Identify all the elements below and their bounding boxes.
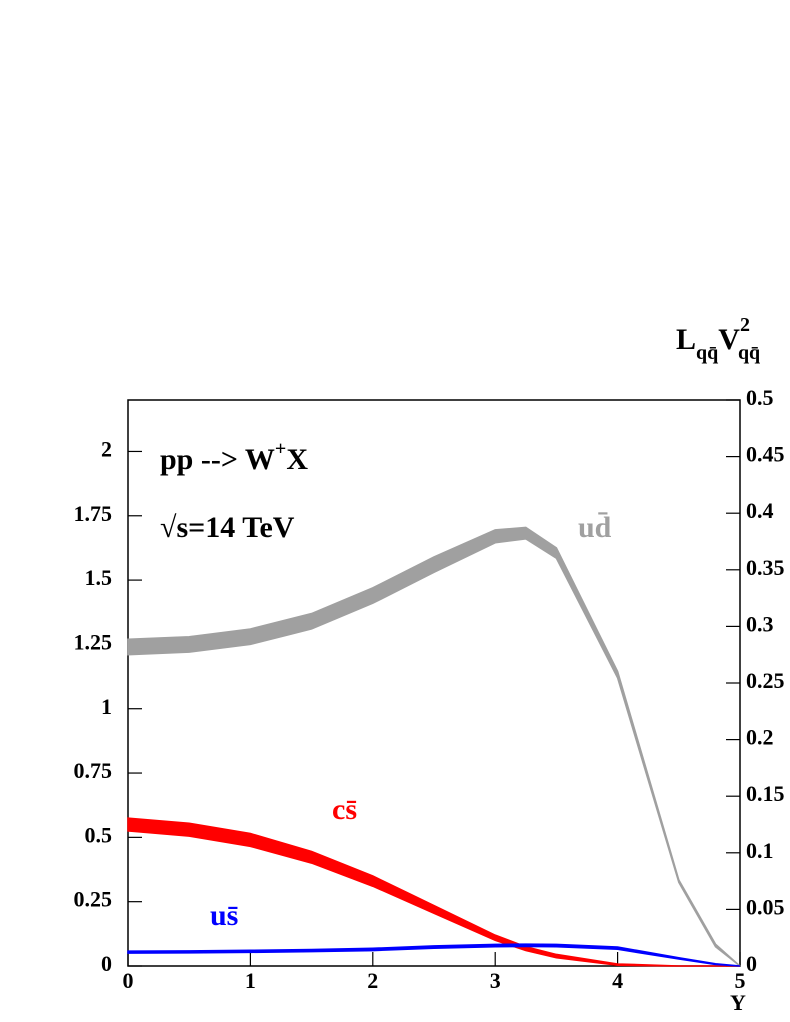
y2-tick-label: 0.5 bbox=[746, 385, 774, 410]
x-tick-label: 2 bbox=[367, 968, 378, 993]
band bbox=[127, 817, 740, 967]
x-axis-label: Y bbox=[730, 990, 746, 1015]
y2-axis-label: Lqq̄V2 qq̄ bbox=[676, 314, 760, 364]
series-label: cs̄ bbox=[332, 793, 357, 826]
y-tick-label: 0.75 bbox=[74, 758, 113, 783]
y2-tick-label: 0.35 bbox=[746, 555, 785, 580]
y-tick-label: 2 bbox=[101, 437, 112, 462]
y-tick-label: 1.25 bbox=[74, 629, 113, 654]
y2-tick-label: 0.15 bbox=[746, 781, 785, 806]
y-tick-label: 1 bbox=[101, 694, 112, 719]
plot-frame bbox=[127, 399, 741, 967]
series-label: us̄ bbox=[210, 899, 238, 932]
x-tick-label: 0 bbox=[123, 968, 134, 993]
y-tick-label: 0.25 bbox=[74, 887, 113, 912]
band bbox=[127, 526, 741, 967]
y2-tick-label: 0.1 bbox=[746, 838, 774, 863]
x-tick-label: 5 bbox=[735, 968, 746, 993]
x-tick-label: 3 bbox=[490, 968, 501, 993]
y2-tick-label: 0.2 bbox=[746, 725, 774, 750]
annotation: √s=14 TeV bbox=[160, 511, 295, 544]
band bbox=[127, 943, 741, 967]
y-tick-label: 0 bbox=[101, 951, 112, 976]
y2-tick-label: 0 bbox=[746, 951, 757, 976]
y-tick-label: 1.75 bbox=[74, 501, 113, 526]
y2-tick-label: 0.05 bbox=[746, 894, 785, 919]
y2-tick-label: 0.4 bbox=[746, 498, 774, 523]
series-label: ud̄ bbox=[578, 511, 612, 544]
annotation: pp --> W+X bbox=[160, 438, 308, 476]
x-tick-label: 1 bbox=[245, 968, 256, 993]
y2-tick-label: 0.25 bbox=[746, 668, 785, 693]
y-tick-label: 0.5 bbox=[85, 822, 113, 847]
y2-tick-label: 0.3 bbox=[746, 611, 774, 636]
y2-tick-label: 0.45 bbox=[746, 442, 785, 467]
x-tick-label: 4 bbox=[612, 968, 623, 993]
y-tick-label: 1.5 bbox=[85, 565, 113, 590]
